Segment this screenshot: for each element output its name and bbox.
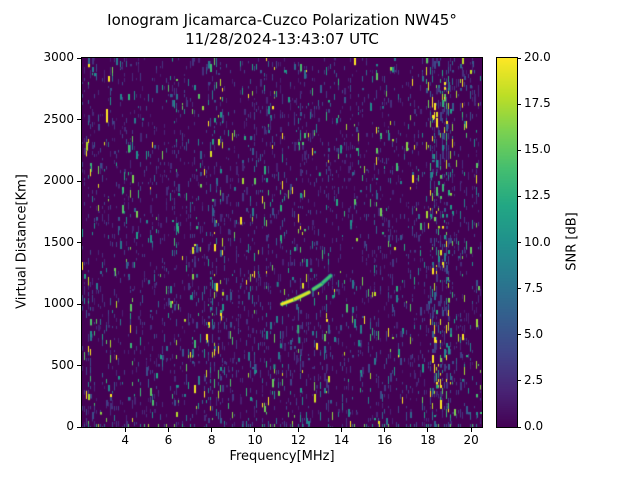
x-tick-label: 6 [164,433,173,447]
chart-title: Ionogram Jicamarca-Cuzco Polarization NW… [107,11,457,29]
colorbar-tick-mark [518,288,521,290]
x-tick-mark [124,428,126,432]
colorbar-tick-label: 5.0 [524,326,544,341]
colorbar-tick-label: 10.0 [524,234,551,249]
y-tick-label: 1500 [43,234,74,249]
y-tick-mark [77,180,81,182]
colorbar-tick-mark [518,149,521,151]
y-tick-mark [77,426,81,428]
colorbar-tick-mark [518,195,521,197]
colorbar-tick-label: 0.0 [524,419,544,433]
colorbar-tick-mark [518,334,521,336]
chart-subtitle: 11/28/2024-13:43:07 UTC [185,30,379,48]
x-axis-label: Frequency[MHz] [229,449,335,464]
x-tick-mark [254,428,256,432]
y-axis-label: Virtual Distance[Km] [14,174,30,309]
x-tick-mark [167,428,169,432]
x-tick-label: 18 [420,433,436,447]
colorbar-tick-mark [518,57,521,59]
y-tick-mark [77,57,81,59]
x-tick-label: 10 [247,433,263,447]
colorbar-tick-label: 17.5 [524,96,551,111]
x-tick-mark [427,428,429,432]
y-tick-label: 3000 [43,50,74,64]
x-tick-label: 4 [121,433,130,447]
y-tick-label: 0 [66,419,74,433]
y-tick-mark [77,365,81,366]
x-tick-mark [384,428,386,432]
y-tick-mark [77,242,81,243]
colorbar-tick-label: 15.0 [524,142,551,157]
colorbar-tick-mark [518,380,521,382]
colorbar-tick-label: 2.5 [524,372,544,387]
y-tick-label: 500 [51,357,74,372]
y-tick-mark [77,119,81,120]
x-tick-label: 16 [377,433,393,447]
x-tick-label: 12 [290,433,306,447]
colorbar-tick-mark [518,426,521,428]
y-tick-label: 1000 [43,296,74,310]
x-tick-mark [470,428,472,432]
x-tick-label: 14 [333,433,350,447]
x-tick-label: 20 [463,433,479,447]
y-tick-mark [77,303,81,305]
colorbar-tick-mark [518,103,521,105]
x-tick-mark [211,428,213,432]
y-tick-label: 2500 [43,111,74,126]
colorbar-canvas [496,57,518,428]
x-tick-mark [340,428,342,432]
x-tick-mark [297,428,299,432]
ionogram-heatmap-canvas [81,57,483,428]
colorbar-tick-label: 20.0 [524,50,551,64]
colorbar-tick-label: 12.5 [524,188,551,203]
colorbar-label: SNR [dB] [564,212,580,271]
x-tick-label: 8 [207,433,216,447]
y-tick-label: 2000 [43,173,74,187]
colorbar-tick-mark [518,242,521,243]
colorbar-tick-label: 7.5 [524,280,544,295]
